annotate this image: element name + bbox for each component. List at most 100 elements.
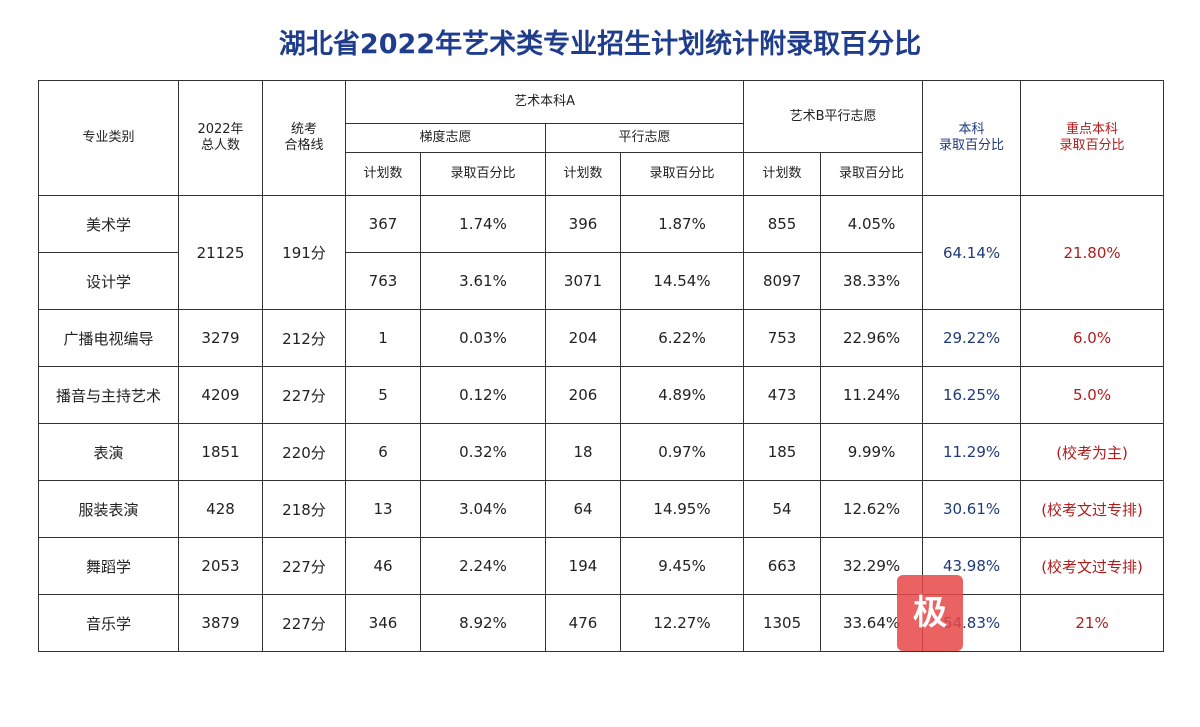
data-cell: 204 <box>545 309 621 367</box>
major-cell: 播音与主持艺术 <box>38 366 179 424</box>
major-cell: 广播电视编导 <box>38 309 179 367</box>
data-cell: 763 <box>345 252 421 310</box>
data-cell: 476 <box>545 594 621 652</box>
header-cell: 2022年 总人数 <box>178 80 263 196</box>
data-cell: 22.96% <box>820 309 924 367</box>
data-cell: 346 <box>345 594 421 652</box>
data-cell: 32.29% <box>820 537 924 595</box>
header-cell: 艺术本科A <box>344 80 745 124</box>
sub-header-cell: 录取百分比 <box>820 152 924 196</box>
data-cell: 12.62% <box>820 480 924 538</box>
table-row: 服装表演 428 218分 13 3.04% 64 14.95% 54 12.62% 30.61%… <box>38 480 1165 538</box>
data-cell: 185 <box>743 423 822 481</box>
data-cell: 13 <box>345 480 421 538</box>
header-cell: 本科 录取百分比 <box>922 80 1022 196</box>
header-cell: 重点本科 录取百分比 <box>1020 80 1165 196</box>
table-row: 播音与主持艺术 4209 227分 5 0.12% 206 4.89% 473 11.24% 16… <box>38 366 1165 424</box>
data-cell: 12.27% <box>619 594 745 652</box>
data-cell: (校考文过专排) <box>1020 537 1165 595</box>
sub-header-cell: 计划数 <box>545 152 621 196</box>
data-cell: 43.98% <box>922 537 1022 595</box>
data-cell: 21% <box>1020 594 1165 652</box>
page: 湖北省2022年艺术类专业招生计划统计附录取百分比 专业类别 2022年 总人数… <box>38 29 1165 709</box>
data-cell: 473 <box>743 366 822 424</box>
admission-table: 专业类别 2022年 总人数 统考 合格线 艺术本科A 艺术B平行志愿 本科 录… <box>38 80 1165 652</box>
data-cell: 3279 <box>178 309 263 367</box>
data-cell: 396 <box>545 195 621 253</box>
data-cell: 0.97% <box>619 423 745 481</box>
header-cell: 专业类别 <box>38 80 179 196</box>
table-row: 设计学 763 3.61% 3071 14.54% 8097 38.33% <box>38 252 1164 310</box>
data-cell: 194 <box>545 537 621 595</box>
data-cell: 0.32% <box>420 423 546 481</box>
data-cell: 4.89% <box>619 366 745 424</box>
header-cell: 艺术B平行志愿 <box>743 80 924 153</box>
sub-header-cell: 录取百分比 <box>420 152 546 196</box>
data-cell: 212分 <box>262 309 346 367</box>
table-row: 美术学 21125 191分 367 1.74% 396 1.87% 855 4.05% 64.1… <box>38 195 1165 310</box>
data-cell: 1.87% <box>619 195 745 253</box>
data-cell: (校考文过专排) <box>1020 480 1165 538</box>
data-cell: 54 <box>743 480 822 538</box>
data-cell: 64.14% <box>922 195 1022 310</box>
data-cell: 4209 <box>178 366 263 424</box>
major-cell: 美术学 <box>38 195 179 253</box>
data-cell: 227分 <box>262 594 346 652</box>
data-cell: 16.25% <box>922 366 1022 424</box>
data-cell: 2.24% <box>420 537 546 595</box>
data-cell: 206 <box>545 366 621 424</box>
header-cell: 梯度志愿 <box>345 123 546 153</box>
header-cell: 统考 合格线 <box>262 80 346 196</box>
major-cell: 设计学 <box>38 252 179 310</box>
data-cell: 9.99% <box>820 423 924 481</box>
title: 湖北省2022年艺术类专业招生计划统计附录取百分比 <box>278 29 922 60</box>
data-cell: 8097 <box>743 252 822 310</box>
header-cell: 平行志愿 <box>544 123 745 153</box>
data-cell: 8.92% <box>420 594 546 652</box>
table-row: 舞蹈学 2053 227分 46 2.24% 194 9.45% 663 32.29% 43.98… <box>38 537 1165 595</box>
data-cell: 0.12% <box>420 366 546 424</box>
data-cell: 227分 <box>262 366 346 424</box>
major-cell: 音乐学 <box>38 594 179 652</box>
data-cell: 64 <box>545 480 621 538</box>
data-cell: 1.74% <box>420 195 546 253</box>
data-cell: 0.03% <box>420 309 546 367</box>
data-cell: 6 <box>345 423 421 481</box>
data-cell: 227分 <box>262 537 346 595</box>
data-cell: 855 <box>743 195 822 253</box>
logo: 极目 <box>897 575 963 709</box>
data-cell: 1 <box>345 309 421 367</box>
major-cell: 服装表演 <box>38 480 179 538</box>
table-row: 音乐学 3879 227分 346 8.92% 476 12.27% 1305 33.64% 54… <box>38 594 1165 652</box>
table-row: 表演 1851 220分 6 0.32% 18 0.97% 185 9.99% 11.29% (校考… <box>38 423 1165 481</box>
data-cell: 18 <box>545 423 621 481</box>
sub-header-cell: 计划数 <box>345 152 421 196</box>
data-cell: 21125 <box>178 195 263 310</box>
data-cell: 1851 <box>178 423 263 481</box>
data-cell: (校考为主) <box>1020 423 1165 481</box>
data-cell: 46 <box>345 537 421 595</box>
data-cell: 2053 <box>178 537 263 595</box>
data-cell: 367 <box>345 195 421 253</box>
data-cell: 30.61% <box>922 480 1022 538</box>
data-cell: 3071 <box>545 252 621 310</box>
data-cell: 5 <box>345 366 421 424</box>
sub-header-cell: 录取百分比 <box>619 152 745 196</box>
data-cell: 6.0% <box>1020 309 1165 367</box>
data-cell: 11.29% <box>922 423 1022 481</box>
data-cell: 6.22% <box>619 309 745 367</box>
data-cell: 14.54% <box>619 252 745 310</box>
data-cell: 21.80% <box>1020 195 1165 310</box>
data-cell: 11.24% <box>820 366 924 424</box>
data-cell: 14.95% <box>619 480 745 538</box>
data-cell: 3.61% <box>420 252 546 310</box>
major-cell: 舞蹈学 <box>38 537 179 595</box>
sub-header-cell: 计划数 <box>743 152 822 196</box>
data-cell: 218分 <box>262 480 346 538</box>
data-cell: 9.45% <box>619 537 745 595</box>
data-cell: 5.0% <box>1020 366 1165 424</box>
data-cell: 3.04% <box>420 480 546 538</box>
data-cell: 220分 <box>262 423 346 481</box>
data-cell: 663 <box>743 537 822 595</box>
major-cell: 表演 <box>38 423 179 481</box>
